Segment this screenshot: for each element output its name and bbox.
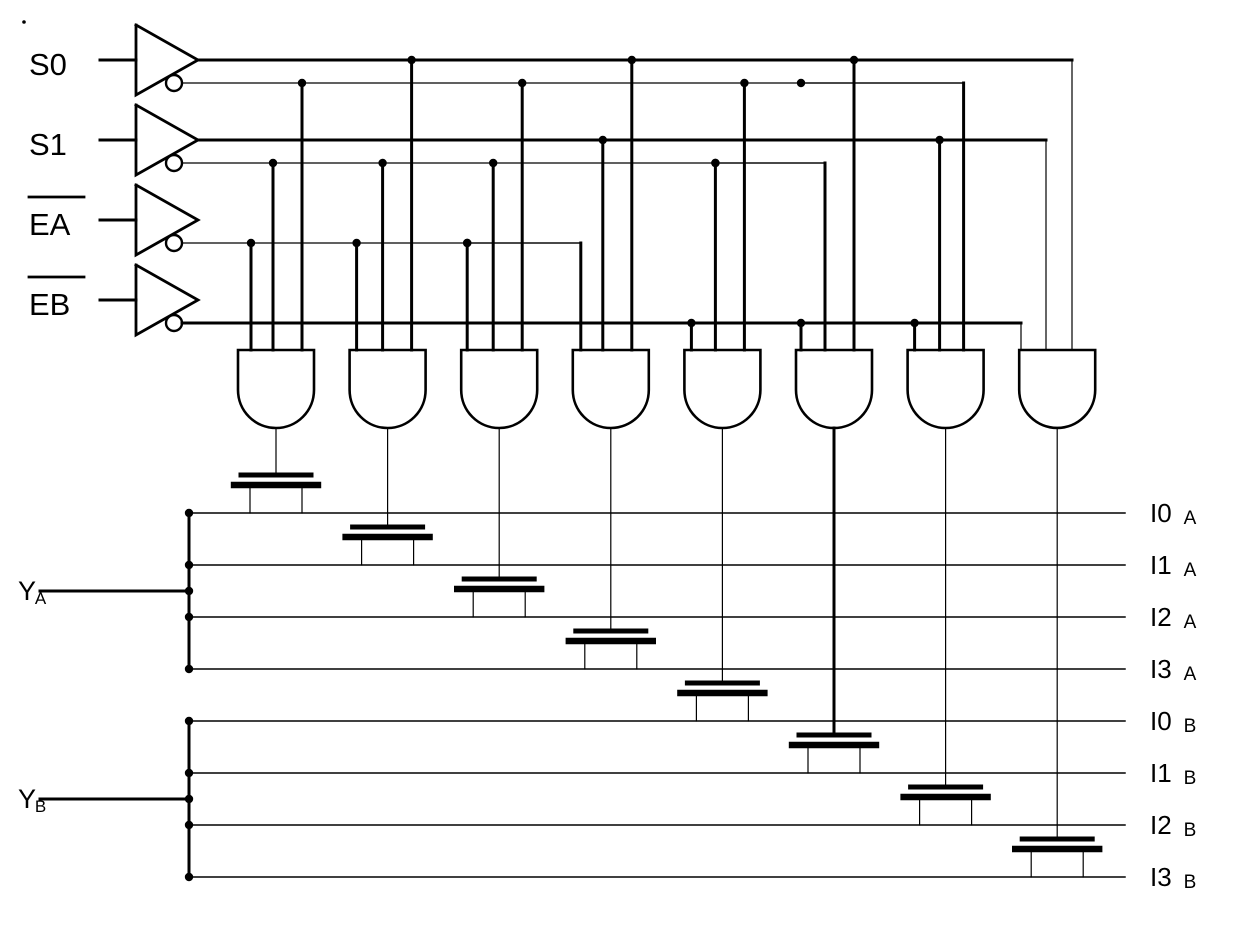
svg-text:B: B (1184, 716, 1197, 737)
svg-text:S0: S0 (29, 47, 67, 82)
svg-text:Y: Y (18, 784, 36, 814)
svg-text:A: A (1184, 508, 1197, 529)
svg-text:B: B (1184, 872, 1197, 893)
svg-text:B: B (1184, 768, 1197, 789)
svg-text:B: B (35, 797, 46, 816)
svg-text:I0: I0 (1150, 498, 1172, 528)
svg-text:A: A (1184, 664, 1197, 685)
svg-text:S1: S1 (29, 127, 67, 162)
svg-text:B: B (1184, 820, 1197, 841)
svg-text:A: A (35, 589, 47, 608)
svg-text:A: A (1184, 560, 1197, 581)
svg-text:I3: I3 (1150, 862, 1172, 892)
svg-text:I3: I3 (1150, 654, 1172, 684)
svg-text:I2: I2 (1150, 602, 1172, 632)
svg-text:EB: EB (29, 287, 70, 322)
svg-text:I0: I0 (1150, 706, 1172, 736)
svg-text:I1: I1 (1150, 550, 1172, 580)
svg-text:EA: EA (29, 207, 71, 242)
svg-text:I2: I2 (1150, 810, 1172, 840)
svg-text:I1: I1 (1150, 758, 1172, 788)
svg-text:A: A (1184, 612, 1197, 633)
svg-text:Y: Y (18, 576, 36, 606)
